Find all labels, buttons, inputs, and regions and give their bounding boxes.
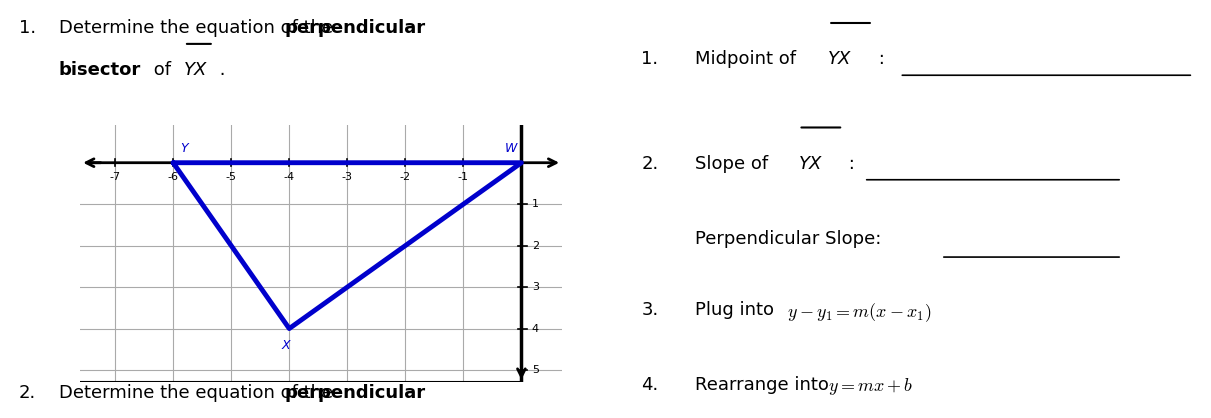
Text: 5: 5	[532, 365, 539, 375]
Text: 2.: 2.	[18, 384, 36, 402]
Text: Y: Y	[180, 142, 188, 155]
Text: -5: -5	[225, 172, 236, 182]
Text: YX: YX	[828, 50, 851, 68]
Text: YX: YX	[798, 155, 822, 173]
Text: .: .	[213, 61, 225, 79]
Text: :: :	[843, 155, 855, 173]
Text: -4: -4	[283, 172, 294, 182]
Text: -3: -3	[342, 172, 352, 182]
Text: :: :	[873, 50, 885, 68]
Text: 4: 4	[532, 324, 539, 334]
Text: 4.: 4.	[642, 376, 659, 394]
Text: 2: 2	[532, 241, 539, 251]
Text: 3.: 3.	[642, 301, 659, 319]
Text: 1.: 1.	[642, 50, 659, 68]
Text: perpendicular: perpendicular	[285, 19, 425, 37]
Text: W: W	[504, 142, 517, 155]
Text: Perpendicular Slope:: Perpendicular Slope:	[695, 230, 882, 248]
Text: Rearrange into: Rearrange into	[695, 376, 834, 394]
Text: YX: YX	[184, 61, 207, 79]
Text: bisector: bisector	[58, 61, 140, 79]
Text: 3: 3	[532, 282, 539, 292]
Text: Plug into: Plug into	[695, 301, 780, 319]
Text: Slope of: Slope of	[695, 155, 774, 173]
Text: 1.: 1.	[18, 19, 35, 37]
Text: 1: 1	[532, 199, 539, 209]
Text: -7: -7	[109, 172, 121, 182]
Text: Determine the equation of the: Determine the equation of the	[58, 384, 339, 402]
Text: perpendicular: perpendicular	[285, 384, 425, 402]
Text: Midpoint of: Midpoint of	[695, 50, 802, 68]
Text: 2.: 2.	[642, 155, 659, 173]
Text: of: of	[148, 61, 177, 79]
Text: $y - y_1 = m(x - x_1)$: $y - y_1 = m(x - x_1)$	[787, 301, 931, 324]
Text: $y = mx + b$: $y = mx + b$	[828, 376, 913, 397]
Text: Determine the equation of the: Determine the equation of the	[58, 19, 339, 37]
Text: -6: -6	[167, 172, 179, 182]
Text: -1: -1	[458, 172, 469, 182]
Text: -2: -2	[400, 172, 411, 182]
Text: X: X	[282, 339, 291, 352]
